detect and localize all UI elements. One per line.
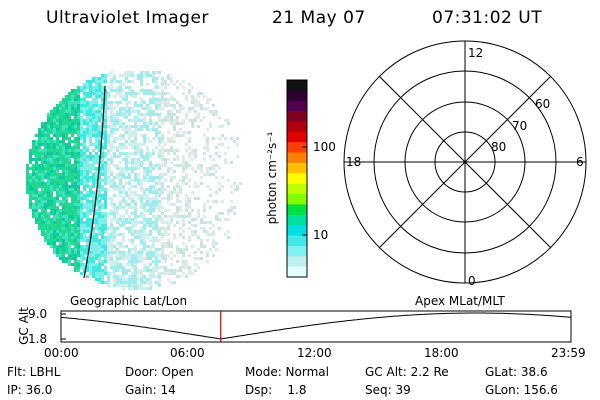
observation-time: 07:31:02 UT	[432, 8, 543, 28]
timeline-frame	[60, 310, 572, 343]
glon-status: GLon: 156.6	[485, 383, 558, 397]
colorbar-band	[287, 152, 307, 164]
colorbar-band	[287, 80, 307, 91]
y-label-1_8: 1.8	[28, 332, 48, 346]
colorbar-band	[287, 173, 307, 185]
dsp-status: Dsp: 1.8	[245, 383, 307, 397]
y-label-9: 9.0	[28, 307, 48, 321]
colorbar-label-100: 100	[313, 140, 336, 154]
geographic-title: Geographic Lat/Lon	[70, 294, 188, 308]
colorbar	[287, 80, 307, 278]
polar-diagonal-2	[378, 75, 552, 249]
door-status: Door: Open	[125, 365, 194, 379]
mlt-label-6: 6	[576, 155, 584, 169]
colorbar-band	[287, 131, 307, 143]
observation-date: 21 May 07	[272, 8, 366, 28]
x-label-0000: 00:00	[44, 346, 79, 360]
colorbar-band	[287, 100, 307, 112]
seq-status: Seq: 39	[365, 383, 411, 397]
colorbar-band	[287, 90, 307, 102]
lat-label-80: 80	[491, 140, 507, 154]
mlt-label-0: 0	[468, 274, 476, 288]
x-label-1800: 18:00	[424, 346, 459, 360]
ip-status: IP: 36.0	[7, 383, 53, 397]
colorbar-band	[287, 266, 307, 278]
colorbar-band	[287, 111, 307, 122]
glat-status: GLat: 38.6	[485, 365, 548, 379]
terminator-line	[83, 85, 106, 279]
gc-alt-status: GC Alt: 2.2 Re	[365, 365, 449, 379]
colorbar-band	[287, 256, 307, 268]
uv-earth-image	[26, 71, 242, 290]
lat-label-70: 70	[512, 119, 528, 133]
colorbar-band	[287, 142, 307, 154]
colorbar-band	[287, 183, 307, 195]
colorbar-band	[287, 162, 307, 174]
colorbar-band	[287, 121, 307, 133]
mode-status: Mode: Normal	[245, 365, 329, 379]
x-label-1200: 12:00	[297, 346, 332, 360]
colorbar-band	[287, 214, 307, 226]
x-label-2359: 23:59	[551, 346, 586, 360]
colorbar-band	[287, 204, 307, 216]
colorbar-band	[287, 235, 307, 247]
colorbar-unit-label: photon cm⁻²s⁻¹	[265, 131, 279, 225]
mlt-label-12: 12	[468, 46, 484, 60]
filter-status: Flt: LBHL	[7, 365, 61, 379]
altitude-curve	[60, 312, 572, 340]
colorbar-band	[287, 194, 307, 205]
colorbar-band	[287, 225, 307, 237]
gain-status: Gain: 14	[125, 383, 176, 397]
lat-label-60: 60	[535, 97, 551, 111]
apex-title: Apex MLat/MLT	[415, 294, 505, 308]
x-label-0600: 06:00	[170, 346, 205, 360]
colorbar-band	[287, 245, 307, 257]
polar-plot	[343, 40, 587, 284]
mlt-label-18: 18	[346, 155, 362, 169]
colorbar-frame	[286, 79, 308, 278]
instrument-title: Ultraviolet Imager	[46, 8, 209, 28]
colorbar-label-10: 10	[313, 228, 329, 242]
